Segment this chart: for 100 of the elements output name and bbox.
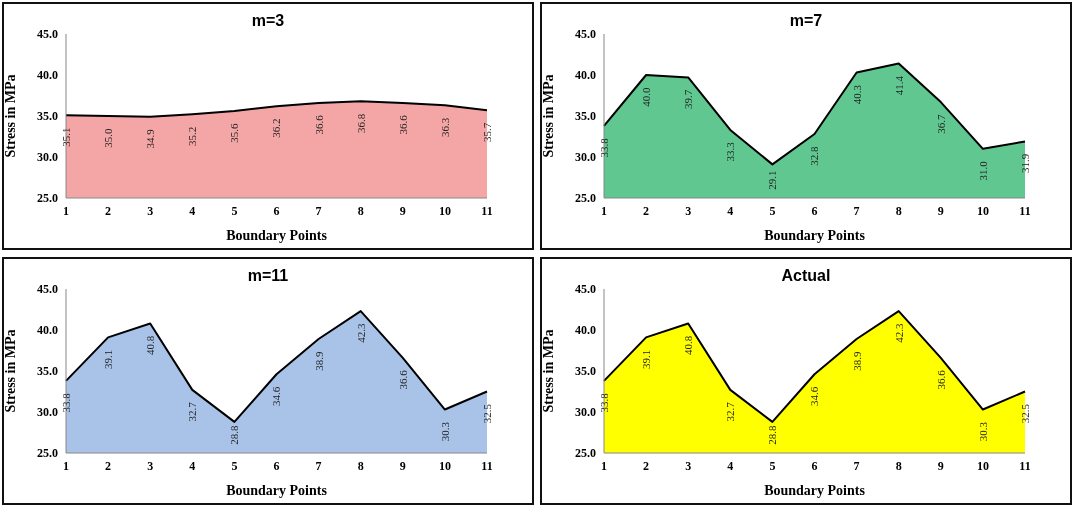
data-label: 30.3 [438,421,451,442]
x-tick-label: 1 [63,203,69,218]
data-label: 36.6 [396,114,409,135]
data-label: 36.6 [396,369,409,390]
y-axis-title: Stress in MPa [2,74,18,158]
y-tick-label: 40.0 [37,68,58,83]
y-axis-title: Stress in MPa [540,329,556,413]
data-label: 39.7 [682,89,695,110]
data-label: 33.3 [724,141,737,162]
chart-title: m=11 [247,267,289,284]
x-tick-label: 1 [601,203,607,218]
x-tick-label: 6 [811,458,818,473]
x-tick-label: 11 [1019,458,1031,473]
x-tick-label: 2 [105,203,112,218]
x-tick-label: 2 [643,203,650,218]
x-tick-label: 10 [976,203,989,218]
x-tick-label: 3 [147,458,154,473]
data-label: 35.6 [228,122,241,143]
data-label: 35.1 [60,127,72,147]
y-tick-label: 35.0 [575,109,596,124]
data-label: 33.8 [598,137,610,158]
x-tick-label: 9 [399,203,406,218]
x-tick-label: 7 [853,458,860,473]
chart-title: m=3 [251,12,285,29]
y-tick-label: 45.0 [575,27,596,42]
data-label: 35.2 [186,126,199,146]
x-tick-label: 4 [189,458,196,473]
data-label: 39.1 [640,349,653,370]
data-label: 42.3 [892,323,905,343]
x-tick-label: 6 [273,458,280,473]
y-tick-label: 40.0 [575,68,596,83]
y-tick-label: 30.0 [575,405,596,420]
data-label: 33.8 [598,392,610,413]
data-label: 34.6 [808,386,821,406]
data-label: 41.4 [892,75,905,96]
data-label: 40.8 [144,335,157,356]
x-tick-label: 1 [601,458,607,473]
x-tick-label: 7 [315,203,322,218]
x-tick-label: 3 [685,458,692,473]
x-axis-title: Boundary Points [226,483,328,498]
y-tick-label: 25.0 [37,446,58,461]
x-axis-title: Boundary Points [226,228,328,243]
x-tick-label: 6 [273,203,280,218]
data-label: 28.8 [228,424,241,445]
data-label: 40.8 [682,335,695,356]
y-tick-label: 30.0 [37,405,58,420]
x-tick-label: 8 [895,458,902,473]
x-tick-label: 8 [357,458,364,473]
y-tick-label: 30.0 [575,150,596,165]
data-label: 36.3 [438,117,451,137]
x-tick-label: 5 [231,458,238,473]
x-tick-label: 6 [811,203,818,218]
y-tick-label: 35.0 [37,364,58,379]
x-tick-label: 4 [727,203,734,218]
data-label: 40.0 [640,86,653,107]
x-tick-label: 11 [1019,203,1031,218]
data-label: 31.9 [1019,153,1031,174]
data-label: 39.1 [102,349,115,370]
data-label: 30.3 [976,421,989,442]
x-tick-label: 5 [231,203,238,218]
data-label: 36.7 [934,113,947,134]
x-tick-label: 3 [147,203,154,218]
x-tick-label: 4 [727,458,734,473]
x-tick-label: 8 [357,203,364,218]
x-tick-label: 7 [315,458,322,473]
y-tick-label: 45.0 [575,282,596,297]
x-tick-label: 7 [853,203,860,218]
x-tick-label: 5 [769,203,776,218]
x-tick-label: 5 [769,458,776,473]
x-tick-label: 4 [189,203,196,218]
y-tick-label: 45.0 [37,282,58,297]
y-tick-label: 25.0 [575,191,596,206]
data-label: 28.8 [766,424,779,445]
x-tick-label: 10 [438,458,451,473]
x-tick-label: 10 [976,458,989,473]
data-label: 38.9 [850,350,863,371]
x-tick-label: 1 [63,458,69,473]
data-label: 36.6 [312,114,325,135]
y-tick-label: 35.0 [37,109,58,124]
data-label: 34.6 [270,386,283,406]
y-tick-label: 25.0 [575,446,596,461]
data-label: 32.8 [808,145,821,166]
x-axis-title: Boundary Points [764,228,866,243]
y-tick-label: 40.0 [37,323,58,338]
data-label: 33.8 [60,392,72,413]
y-tick-label: 30.0 [37,150,58,165]
x-tick-label: 9 [937,458,944,473]
x-tick-label: 9 [399,458,406,473]
y-tick-label: 25.0 [37,191,58,206]
x-axis-title: Boundary Points [764,483,866,498]
data-label: 36.6 [934,369,947,390]
y-axis-title: Stress in MPa [2,329,18,413]
data-label: 31.0 [976,160,989,181]
data-label: 29.1 [766,170,779,190]
data-label: 42.3 [354,323,367,343]
y-tick-label: 35.0 [575,364,596,379]
x-tick-label: 8 [895,203,902,218]
x-tick-label: 11 [481,203,493,218]
data-label: 35.7 [481,122,493,142]
data-label: 35.0 [102,127,115,148]
